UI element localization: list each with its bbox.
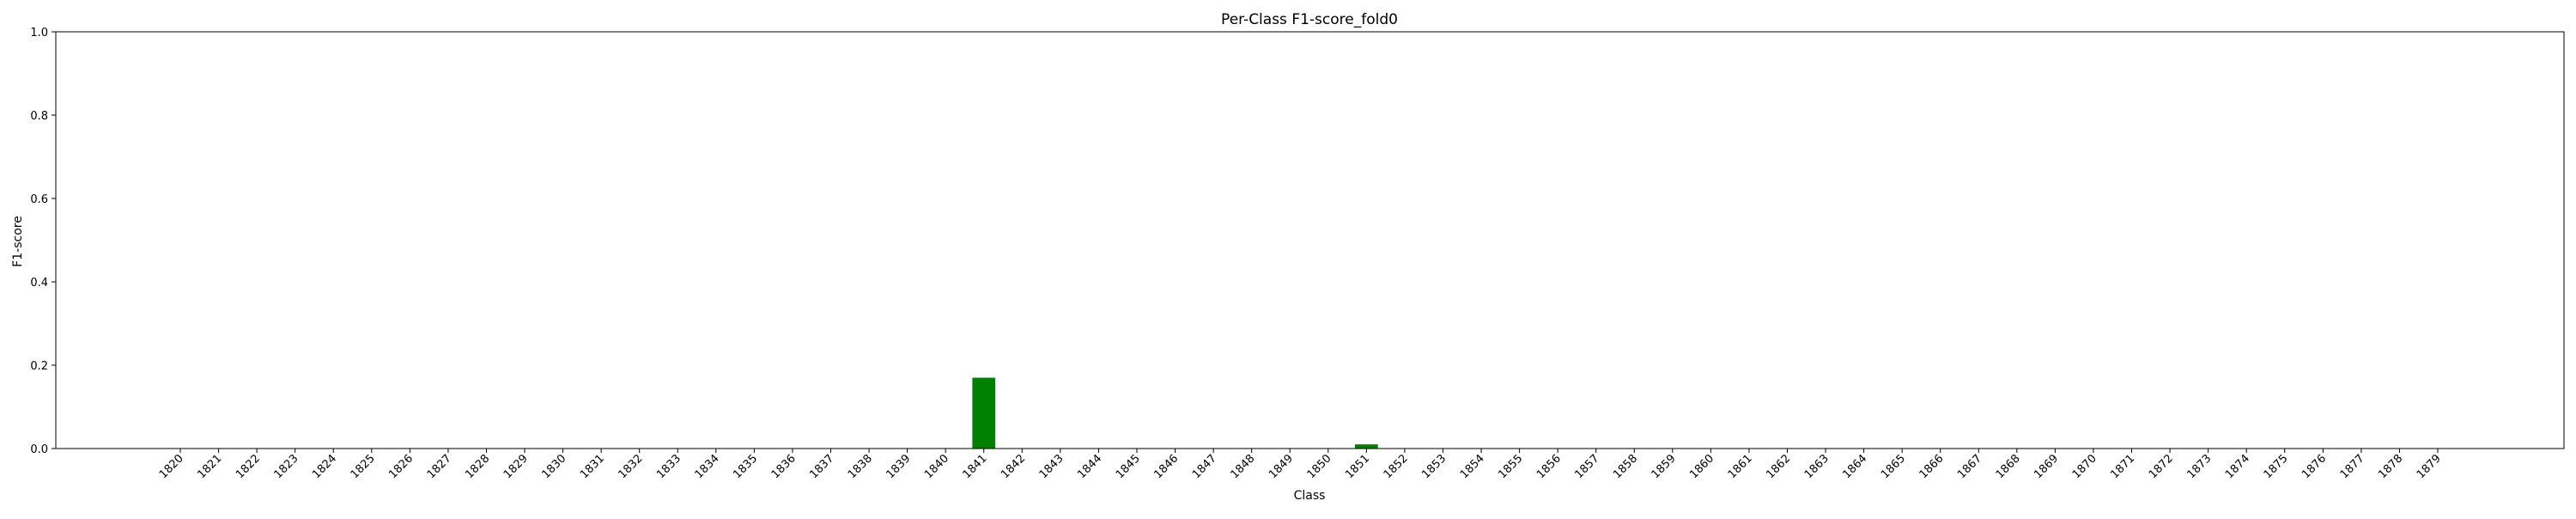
x-tick-label: 1856 — [1534, 452, 1564, 481]
x-tick-label: 1865 — [1879, 452, 1908, 481]
x-tick-label: 1874 — [2223, 452, 2252, 481]
x-tick-label: 1857 — [1573, 452, 1602, 481]
x-tick-label: 1869 — [2032, 452, 2061, 481]
y-axis: 0.0 0.2 0.4 0.6 0.8 1.0 — [30, 27, 56, 456]
x-tick-label: 1866 — [1917, 452, 1947, 481]
x-tick-label: 1852 — [1382, 452, 1411, 481]
x-tick-label: 1842 — [999, 452, 1028, 481]
x-tick-label: 1878 — [2376, 452, 2405, 481]
x-tick-label: 1821 — [195, 452, 224, 481]
x-tick-label: 1876 — [2300, 452, 2329, 481]
x-axis-label: Class — [1294, 489, 1326, 503]
x-tick-label: 1837 — [807, 452, 836, 481]
x-tick-label: 1839 — [884, 452, 913, 481]
x-tick-label: 1864 — [1840, 452, 1869, 481]
x-tick-label: 1848 — [1228, 452, 1257, 481]
x-tick-label: 1830 — [539, 452, 568, 481]
x-tick-label: 1868 — [1994, 452, 2023, 481]
x-tick-label: 1845 — [1114, 452, 1143, 481]
x-tick-label: 1846 — [1151, 452, 1181, 481]
x-tick-label: 1850 — [1305, 452, 1334, 481]
y-tick-label: 0.8 — [30, 110, 48, 123]
y-tick-label: 0.0 — [30, 443, 48, 456]
x-tick-label: 1822 — [234, 452, 263, 481]
x-tick-label: 1873 — [2184, 452, 2214, 481]
x-tick-label: 1879 — [2415, 452, 2444, 481]
x-tick-label: 1854 — [1458, 452, 1487, 481]
x-tick-label: 1832 — [617, 452, 646, 481]
bars-group — [972, 377, 1378, 449]
x-tick-label: 1859 — [1649, 452, 1679, 481]
x-tick-label: 1834 — [693, 452, 722, 481]
x-tick-label: 1863 — [1802, 452, 1832, 481]
x-tick-label: 1872 — [2147, 452, 2176, 481]
x-tick-label: 1825 — [349, 452, 378, 481]
x-tick-label: 1843 — [1037, 452, 1066, 481]
x-tick-label: 1838 — [846, 452, 875, 481]
x-tick-label: 1831 — [578, 452, 607, 481]
x-tick-label: 1855 — [1496, 452, 1525, 481]
x-tick-label: 1841 — [961, 452, 990, 481]
y-tick-label: 1.0 — [30, 27, 48, 40]
x-tick-label: 1860 — [1687, 452, 1716, 481]
x-tick-label: 1849 — [1267, 452, 1296, 481]
x-tick-label: 1823 — [272, 452, 301, 481]
x-tick-label: 1851 — [1343, 452, 1372, 481]
x-tick-label: 1835 — [731, 452, 760, 481]
x-tick-label: 1870 — [2070, 452, 2099, 481]
x-tick-label: 1828 — [463, 452, 492, 481]
x-tick-label: 1853 — [1419, 452, 1449, 481]
x-tick-label: 1847 — [1190, 452, 1219, 481]
x-tick-label: 1861 — [1726, 452, 1755, 481]
bar-1851 — [1354, 444, 1378, 449]
x-tick-label: 1833 — [654, 452, 683, 481]
x-tick-label: 1877 — [2338, 452, 2367, 481]
x-tick-label: 1840 — [922, 452, 951, 481]
x-tick-label: 1867 — [1955, 452, 1984, 481]
x-tick-label: 1871 — [2108, 452, 2137, 481]
y-tick-label: 0.4 — [30, 277, 48, 290]
x-tick-label: 1862 — [1764, 452, 1793, 481]
x-tick-label: 1858 — [1611, 452, 1640, 481]
y-tick-label: 0.2 — [30, 360, 48, 373]
chart-title: Per-Class F1-score_fold0 — [1221, 11, 1398, 28]
x-axis: 1820 1821 1822 1823 1824 1825 1826 1827 1828 1829… — [157, 449, 2444, 481]
y-axis-label: F1-score — [11, 216, 25, 267]
x-tick-label: 1875 — [2262, 452, 2291, 481]
x-tick-label: 1826 — [386, 452, 416, 481]
bar-1841 — [972, 377, 996, 449]
x-tick-label: 1827 — [425, 452, 454, 481]
x-tick-label: 1829 — [501, 452, 531, 481]
x-tick-label: 1844 — [1075, 452, 1104, 481]
x-tick-label: 1836 — [769, 452, 799, 481]
x-tick-label: 1824 — [310, 452, 339, 481]
x-tick-label: 1820 — [157, 452, 186, 481]
plot-frame — [55, 31, 2565, 449]
y-tick-label: 0.6 — [30, 193, 48, 206]
